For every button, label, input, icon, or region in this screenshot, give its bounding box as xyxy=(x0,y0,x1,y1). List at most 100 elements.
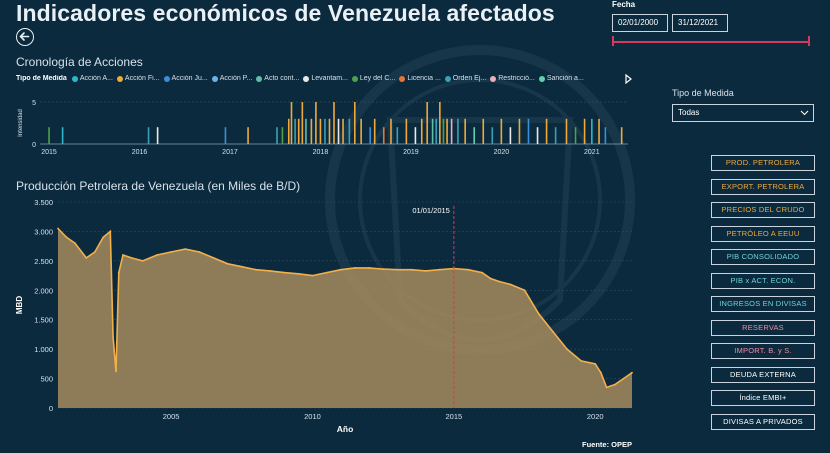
timeline-bar[interactable] xyxy=(435,118,438,144)
legend-next-button[interactable] xyxy=(625,73,632,86)
data-point[interactable] xyxy=(424,270,427,272)
timeline-bar[interactable] xyxy=(604,127,607,144)
timeline-bar[interactable] xyxy=(414,127,417,144)
data-point[interactable] xyxy=(141,260,144,262)
data-point[interactable] xyxy=(438,268,441,271)
data-point[interactable] xyxy=(605,386,608,389)
legend-item[interactable]: Acción Ju... xyxy=(163,75,208,82)
data-point[interactable] xyxy=(311,274,314,277)
data-point[interactable] xyxy=(297,272,300,275)
data-point[interactable] xyxy=(622,377,625,380)
timeline-bar[interactable] xyxy=(354,102,356,144)
indicator-button[interactable]: DEUDA EXTERNA xyxy=(711,366,815,383)
data-point[interactable] xyxy=(467,268,469,271)
data-point[interactable] xyxy=(122,254,124,256)
timeline-bar[interactable] xyxy=(491,127,494,144)
timeline-bar[interactable] xyxy=(281,127,284,144)
data-point[interactable] xyxy=(117,271,120,274)
data-point[interactable] xyxy=(156,254,158,256)
indicator-button[interactable]: PETRÓLEO A EEUU xyxy=(711,225,815,242)
timeline-bar[interactable] xyxy=(565,118,568,144)
timeline-bar[interactable] xyxy=(147,127,150,144)
timeline-bar[interactable] xyxy=(276,127,278,144)
data-point[interactable] xyxy=(198,251,201,253)
data-point[interactable] xyxy=(614,383,616,386)
timeline-bar[interactable] xyxy=(305,118,307,144)
data-point[interactable] xyxy=(226,262,229,265)
indicator-button[interactable]: EXPORT. PETROLERA xyxy=(711,178,815,195)
legend-item[interactable]: Restricció... xyxy=(490,75,535,82)
timeline-bar[interactable] xyxy=(333,102,335,144)
back-button[interactable] xyxy=(16,28,34,46)
timeline-bar[interactable] xyxy=(287,118,290,144)
timeline-bar[interactable] xyxy=(450,118,453,144)
tipo-medida-select[interactable]: Todas xyxy=(672,104,814,122)
timeline-bar[interactable] xyxy=(554,127,557,144)
timeline-bar[interactable] xyxy=(310,118,313,144)
timeline-bar[interactable] xyxy=(337,118,340,144)
legend-item[interactable]: Licencia ... xyxy=(399,75,441,82)
timeline-bar[interactable] xyxy=(390,118,392,144)
timeline-bar[interactable] xyxy=(405,118,408,144)
timeline-bar[interactable] xyxy=(527,118,530,144)
legend-item[interactable]: Levantam... xyxy=(303,75,348,82)
data-point[interactable] xyxy=(489,277,492,280)
timeline-bar[interactable] xyxy=(509,127,512,144)
data-point[interactable] xyxy=(240,265,243,268)
legend-item[interactable]: Acto cont... xyxy=(256,75,299,82)
timeline-bar[interactable] xyxy=(439,102,441,144)
legend-item[interactable]: Acción Fi... xyxy=(116,75,160,82)
timeline-bar[interactable] xyxy=(431,118,434,144)
data-point[interactable] xyxy=(551,330,554,333)
date-range-slider[interactable] xyxy=(612,36,810,46)
data-point[interactable] xyxy=(74,242,76,245)
timeline-bar[interactable] xyxy=(315,102,317,144)
legend-item[interactable]: Orden Ej... xyxy=(444,75,486,82)
data-point[interactable] xyxy=(109,230,112,233)
timeline-bar[interactable] xyxy=(482,118,485,144)
data-point[interactable] xyxy=(269,270,271,272)
data-point[interactable] xyxy=(112,336,114,339)
timeline-bar[interactable] xyxy=(536,127,539,144)
timeline-bar[interactable] xyxy=(290,102,293,144)
data-point[interactable] xyxy=(93,251,96,253)
indicator-button[interactable]: IMPORT. B. y S. xyxy=(711,343,815,359)
data-point[interactable] xyxy=(255,268,257,271)
indicator-button[interactable]: PIB x ACT. ECON. xyxy=(711,272,815,289)
timeline-bar[interactable] xyxy=(324,118,326,144)
data-point[interactable] xyxy=(283,271,286,274)
data-point[interactable] xyxy=(600,371,602,374)
data-point[interactable] xyxy=(325,271,328,274)
timeline-bar[interactable] xyxy=(369,127,371,144)
legend-item[interactable]: Ley del C... xyxy=(351,75,395,82)
data-point[interactable] xyxy=(368,267,370,269)
slider-handle-end[interactable] xyxy=(808,36,810,46)
timeline-bar[interactable] xyxy=(473,127,476,144)
indicator-button[interactable]: PIB CONSOLIDADO xyxy=(711,249,815,265)
timeline-bar[interactable] xyxy=(426,102,428,144)
data-point[interactable] xyxy=(354,267,356,269)
data-point[interactable] xyxy=(509,283,512,286)
timeline-bar[interactable] xyxy=(156,127,159,144)
indicator-button[interactable]: DIVISAS A PRIVADOS xyxy=(711,413,815,430)
legend-item[interactable]: Sanción a... xyxy=(538,75,584,82)
timeline-bar[interactable] xyxy=(319,118,322,144)
indicator-button[interactable]: INGRESOS EN DIVISAS xyxy=(711,296,815,312)
timeline-bar[interactable] xyxy=(48,127,50,144)
data-point[interactable] xyxy=(57,227,59,230)
indicator-button[interactable]: RESERVAS xyxy=(711,319,815,336)
timeline-bar[interactable] xyxy=(328,118,331,144)
timeline-bar[interactable] xyxy=(382,127,385,144)
timeline-bar[interactable] xyxy=(583,118,586,144)
timeline-bar[interactable] xyxy=(518,118,521,144)
timeline-bar[interactable] xyxy=(464,118,466,144)
indicator-button[interactable]: Índice EMBI+ xyxy=(711,390,815,406)
timeline-bar[interactable] xyxy=(500,118,503,144)
data-point[interactable] xyxy=(212,257,215,259)
data-point[interactable] xyxy=(498,280,500,283)
data-point[interactable] xyxy=(410,268,413,271)
timeline-bar[interactable] xyxy=(61,127,64,144)
data-point[interactable] xyxy=(102,236,105,239)
data-point[interactable] xyxy=(537,312,540,315)
end-date-input[interactable]: 31/12/2021 xyxy=(672,14,728,32)
